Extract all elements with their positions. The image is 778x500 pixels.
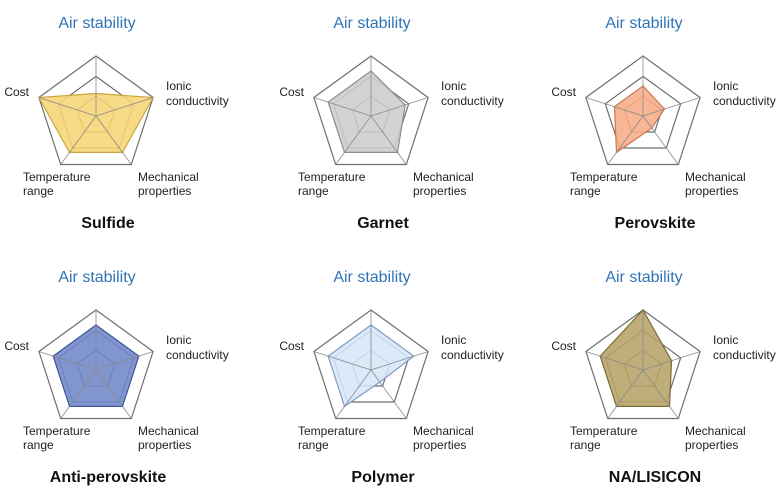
series-area [613, 85, 666, 154]
axis-label-cost: Cost [551, 339, 576, 353]
axis-label-properties: properties [413, 184, 466, 198]
axis-label-properties: properties [685, 184, 738, 198]
grid-ring-2 [604, 75, 682, 149]
axis-spoke [607, 369, 644, 419]
axis-label-air-stability: Air stability [333, 269, 410, 286]
axis-label-air-stability: Air stability [605, 269, 682, 286]
axis-label-mechanical: Mechanical [685, 170, 746, 184]
axis-spoke [38, 97, 97, 117]
axis-label-conductivity: conductivity [441, 94, 504, 108]
axis-spoke [95, 97, 154, 117]
axis-label-cost: Cost [4, 339, 29, 353]
axis-spoke [313, 97, 372, 117]
axis-label-mechanical: Mechanical [413, 170, 474, 184]
axis-label-conductivity: conductivity [441, 348, 504, 362]
axis-label-conductivity: conductivity [166, 94, 229, 108]
axis-spoke [642, 97, 701, 117]
axis-spoke [60, 369, 97, 419]
axis-label-range: range [570, 184, 601, 198]
grid-ring-1 [38, 55, 154, 166]
chart-title: Anti-perovskite [50, 469, 167, 486]
axis-label-range: range [298, 184, 329, 198]
axis-label-ionic: Ionic [441, 79, 466, 93]
axis-label-temperature: Temperature [298, 424, 366, 438]
axis-spoke [313, 351, 372, 371]
axis-spoke [607, 115, 644, 165]
axis-label-range: range [23, 184, 54, 198]
grid-ring-1 [313, 309, 429, 420]
axis-spoke [370, 97, 429, 117]
axis-label-range: range [298, 438, 329, 452]
axis-spoke [370, 351, 429, 371]
axis-label-mechanical: Mechanical [138, 170, 199, 184]
axis-label-conductivity: conductivity [713, 94, 776, 108]
axis-spoke [370, 369, 407, 419]
axis-label-range: range [23, 438, 54, 452]
axis-spoke [642, 369, 679, 419]
series-area [599, 308, 673, 407]
chart-title: Sulfide [81, 215, 134, 232]
axis-label-properties: properties [685, 438, 738, 452]
axis-label-ionic: Ionic [713, 333, 738, 347]
axis-spoke [95, 351, 154, 371]
axis-label-ionic: Ionic [166, 79, 191, 93]
grid-ring-1 [585, 309, 701, 420]
axis-label-properties: properties [138, 438, 191, 452]
axis-spoke [335, 115, 372, 165]
series-area [327, 70, 406, 153]
axis-label-properties: properties [138, 184, 191, 198]
axis-label-air-stability: Air stability [605, 15, 682, 32]
axis-spoke [38, 351, 97, 371]
axis-label-ionic: Ionic [441, 333, 466, 347]
grid-ring-1 [38, 309, 154, 420]
axis-spoke [585, 351, 644, 371]
axis-spoke [370, 115, 407, 165]
series-area [37, 92, 155, 153]
axis-label-air-stability: Air stability [58, 269, 135, 286]
grid-ring-1 [313, 55, 429, 166]
chart-title: NA/LISICON [609, 469, 701, 486]
axis-label-air-stability: Air stability [333, 15, 410, 32]
chart-title: Polymer [351, 469, 414, 486]
axis-label-temperature: Temperature [23, 170, 91, 184]
axis-label-temperature: Temperature [23, 424, 91, 438]
grid-ring-1 [585, 55, 701, 166]
axis-label-cost: Cost [551, 85, 576, 99]
axis-spoke [335, 369, 372, 419]
axis-label-conductivity: conductivity [713, 348, 776, 362]
axis-label-ionic: Ionic [713, 79, 738, 93]
axis-label-cost: Cost [4, 85, 29, 99]
axis-label-cost: Cost [279, 339, 304, 353]
chart-title: Garnet [357, 215, 409, 232]
axis-label-properties: properties [413, 438, 466, 452]
axis-label-mechanical: Mechanical [413, 424, 474, 438]
axis-label-ionic: Ionic [166, 333, 191, 347]
axis-spoke [95, 115, 132, 165]
axis-label-temperature: Temperature [570, 424, 638, 438]
axis-label-temperature: Temperature [298, 170, 366, 184]
axis-label-air-stability: Air stability [58, 15, 135, 32]
axis-spoke [95, 369, 132, 419]
axis-label-mechanical: Mechanical [138, 424, 199, 438]
chart-title: Perovskite [615, 215, 696, 232]
axis-spoke [642, 115, 679, 165]
axis-spoke [642, 351, 701, 371]
axis-label-range: range [570, 438, 601, 452]
axis-label-conductivity: conductivity [166, 348, 229, 362]
axis-label-cost: Cost [279, 85, 304, 99]
axis-spoke [60, 115, 97, 165]
axis-label-mechanical: Mechanical [685, 424, 746, 438]
axis-spoke [585, 97, 644, 117]
axis-label-temperature: Temperature [570, 170, 638, 184]
